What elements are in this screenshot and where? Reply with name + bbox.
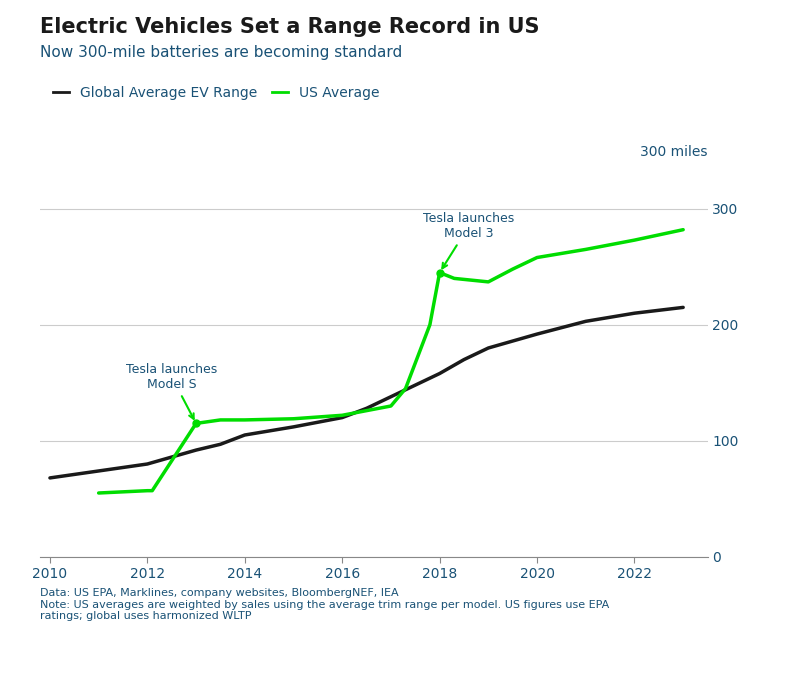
Text: 300 miles: 300 miles (639, 145, 707, 159)
Legend: Global Average EV Range, US Average: Global Average EV Range, US Average (47, 80, 385, 105)
Text: Now 300-mile batteries are becoming standard: Now 300-mile batteries are becoming stan… (40, 45, 402, 61)
Text: Tesla launches
Model 3: Tesla launches Model 3 (422, 212, 514, 268)
Text: Tesla launches
Model S: Tesla launches Model S (126, 363, 217, 419)
Text: Data: US EPA, Marklines, company websites, BloombergNEF, IEA
Note: US averages a: Data: US EPA, Marklines, company website… (40, 588, 609, 622)
Text: Electric Vehicles Set a Range Record in US: Electric Vehicles Set a Range Record in … (40, 17, 539, 38)
